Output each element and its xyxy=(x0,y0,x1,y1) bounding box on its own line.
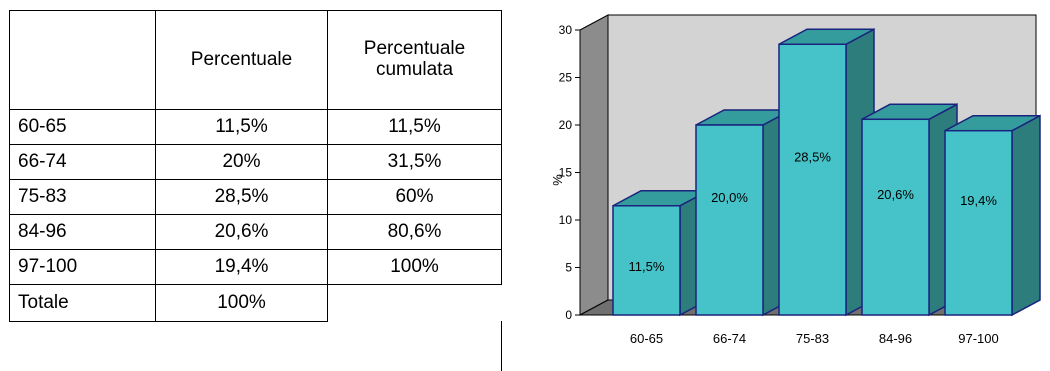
row-percentage: 19,4% xyxy=(155,249,328,285)
bar xyxy=(861,118,930,316)
row-cumulative: 31,5% xyxy=(327,144,502,180)
row-percentage: 20% xyxy=(155,144,328,180)
bar xyxy=(944,129,1013,316)
row-percentage: 28,5% xyxy=(155,179,328,215)
row-cumulative: 60% xyxy=(327,179,502,215)
y-tick-label: 20 xyxy=(559,118,573,132)
y-tick-label: 5 xyxy=(565,261,572,275)
row-label: 84-96 xyxy=(9,214,156,250)
bar xyxy=(612,205,681,316)
x-tick-label: 97-100 xyxy=(958,331,998,346)
bar-data-label: 20,0% xyxy=(711,190,748,205)
row-percentage: 20,6% xyxy=(155,214,328,250)
bar-side xyxy=(1011,114,1041,317)
row-label: 60-65 xyxy=(9,109,156,145)
y-tick-label: 30 xyxy=(559,23,573,37)
table-row-total: Totale 100% xyxy=(9,284,502,322)
chart-side-wall xyxy=(579,14,609,316)
row-percentage: 100% xyxy=(155,284,328,322)
x-tick-label: 66-74 xyxy=(713,331,746,346)
row-label: 66-74 xyxy=(9,144,156,180)
row-cumulative xyxy=(327,284,502,322)
row-cumulative: 11,5% xyxy=(327,109,502,145)
table-row: 97-100 19,4% 100% xyxy=(9,249,502,285)
y-tick-label: 0 xyxy=(565,308,572,322)
bar-data-label: 28,5% xyxy=(794,150,831,165)
bar xyxy=(695,124,764,316)
bar-data-label: 11,5% xyxy=(629,259,665,274)
table-row: 60-65 11,5% 11,5% xyxy=(9,109,502,145)
y-tick-label: 25 xyxy=(559,71,573,85)
row-cumulative: 80,6% xyxy=(327,214,502,250)
separator-line xyxy=(501,321,502,371)
frequency-table: Percentuale Percentuale cumulata 60-65 1… xyxy=(9,10,502,322)
x-tick-label: 84-96 xyxy=(879,331,912,346)
y-tick-label: 15 xyxy=(559,166,573,180)
y-axis-label: % xyxy=(550,174,565,186)
bar-data-label: 20,6% xyxy=(877,187,914,202)
bar xyxy=(778,43,847,316)
table-row: 75-83 28,5% 60% xyxy=(9,179,502,215)
table-row: 66-74 20% 31,5% xyxy=(9,144,502,180)
y-tick-label: 10 xyxy=(559,213,573,227)
table-row: 84-96 20,6% 80,6% xyxy=(9,214,502,250)
bar-data-label: 19,4% xyxy=(960,193,997,208)
row-label: Totale xyxy=(9,284,156,322)
row-label: 97-100 xyxy=(9,249,156,285)
row-label: 75-83 xyxy=(9,179,156,215)
x-tick-label: 75-83 xyxy=(796,331,829,346)
header-cell-class xyxy=(9,10,156,110)
x-tick-label: 60-65 xyxy=(630,331,663,346)
